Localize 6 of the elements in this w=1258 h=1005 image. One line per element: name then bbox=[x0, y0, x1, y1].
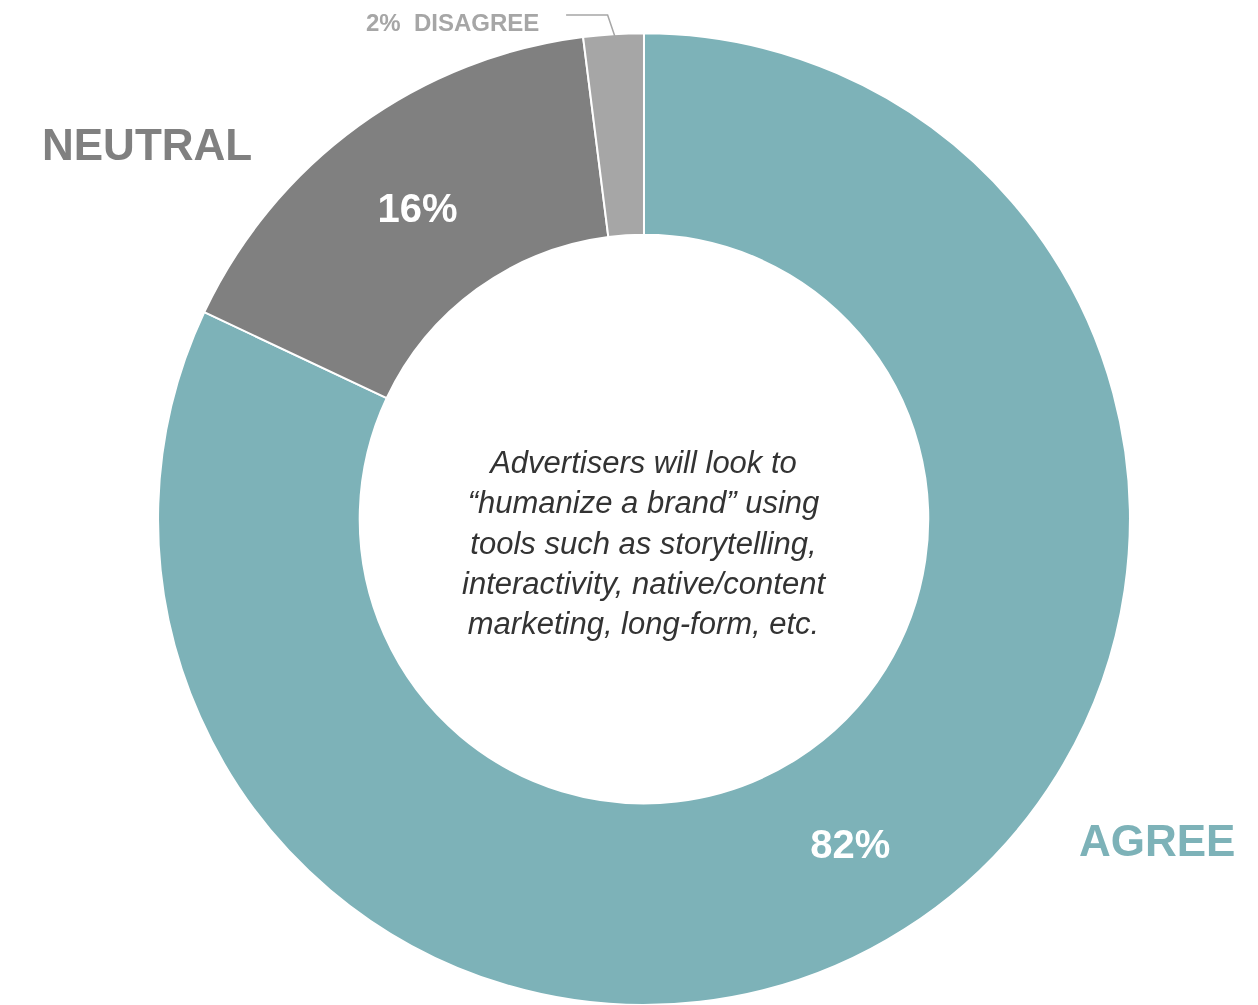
slice-label: AGREE bbox=[1079, 816, 1236, 865]
text: Advertisers will look to “humanize a brand” using tools such as storytelling, interactivity, native/content marketing, long-form, etc. bbox=[462, 445, 827, 642]
data-label: 16% bbox=[377, 185, 458, 230]
slice-label: NEUTRAL bbox=[42, 120, 253, 169]
slice-label: 2% DISAGREE bbox=[366, 9, 540, 36]
data-label: 82% bbox=[810, 822, 891, 867]
